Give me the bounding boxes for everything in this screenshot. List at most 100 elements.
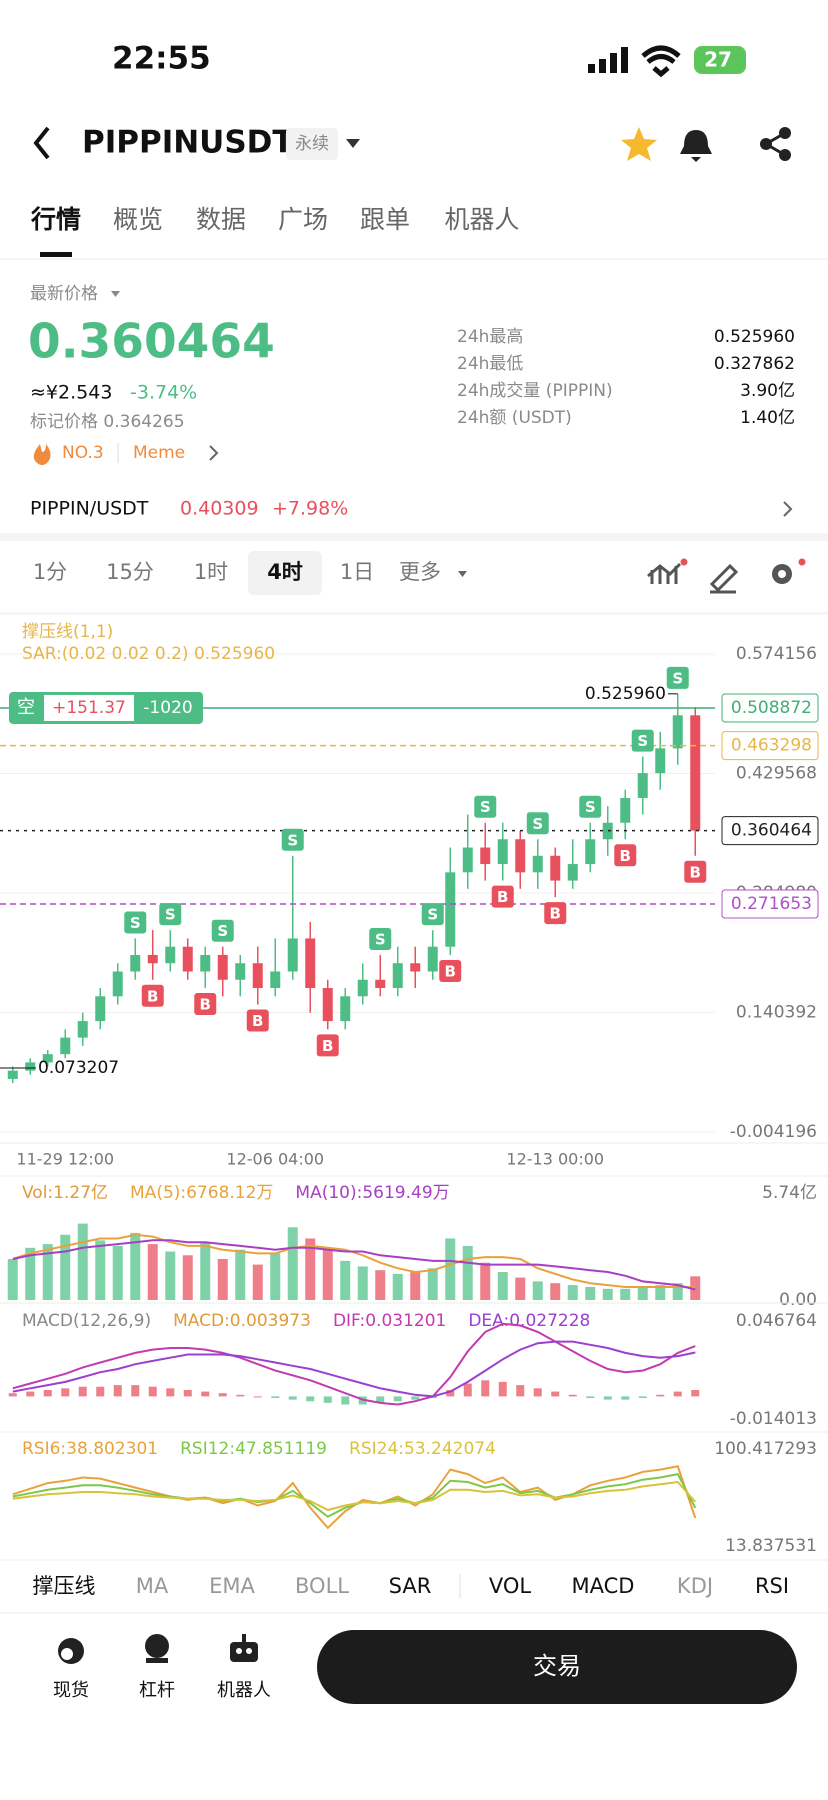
signal-label: S bbox=[637, 732, 648, 750]
volume-bar bbox=[340, 1260, 351, 1300]
volume-bar bbox=[585, 1286, 596, 1300]
y-tick-label: 13.837531 bbox=[725, 1536, 817, 1556]
chart-top bbox=[0, 612, 828, 615]
macd-bar bbox=[131, 1385, 140, 1397]
interval-tab[interactable]: 4时 bbox=[267, 560, 303, 584]
price-line-box bbox=[721, 693, 819, 723]
stat-value: 1.40亿 bbox=[740, 408, 795, 428]
indicator-tab[interactable]: KDJ bbox=[677, 1574, 713, 1598]
candle-body bbox=[637, 773, 648, 798]
candle-body bbox=[235, 963, 246, 980]
symbol-dropdown[interactable] bbox=[346, 139, 360, 148]
signal-badge bbox=[246, 1009, 269, 1032]
candle-body bbox=[497, 839, 508, 865]
signal-badge bbox=[316, 1034, 339, 1057]
indicator-tab[interactable]: BOLL bbox=[295, 1574, 349, 1598]
nav-label[interactable]: 现货 bbox=[53, 1680, 89, 1701]
tab[interactable]: 机器人 bbox=[444, 205, 519, 234]
volume-bar bbox=[217, 1258, 228, 1300]
candle-body bbox=[112, 971, 123, 997]
indicator-tab[interactable]: MA bbox=[136, 1574, 169, 1598]
volume-bar bbox=[322, 1247, 333, 1300]
macd-bar bbox=[603, 1396, 612, 1400]
macd-bar bbox=[306, 1396, 315, 1402]
macd-bar bbox=[183, 1389, 192, 1397]
volume-bar bbox=[497, 1272, 508, 1300]
indicator-tab[interactable]: MACD bbox=[572, 1574, 635, 1598]
y-tick-label: 0.046764 bbox=[736, 1311, 817, 1331]
legend-text: MA(10):5619.49万 bbox=[295, 1183, 449, 1203]
legend-text: SAR:(0.02 0.02 0.2) 0.525960 bbox=[22, 644, 275, 664]
chart-type-button[interactable] bbox=[647, 558, 688, 585]
candle-body bbox=[585, 839, 596, 865]
volume-bar bbox=[462, 1245, 473, 1300]
legend-text: RSI24:53.242074 bbox=[349, 1439, 496, 1459]
nav-label[interactable]: 机器人 bbox=[217, 1680, 271, 1701]
tab[interactable]: 广场 bbox=[278, 205, 328, 234]
spot-arrow[interactable] bbox=[783, 501, 793, 517]
stat-value: 0.327862 bbox=[714, 354, 795, 374]
macd-bar bbox=[323, 1396, 332, 1403]
macd-bar bbox=[673, 1391, 682, 1397]
price-dropdown[interactable] bbox=[111, 291, 120, 297]
settings-button[interactable] bbox=[772, 558, 806, 585]
macd-bar bbox=[516, 1385, 525, 1397]
interval-tab[interactable]: 1日 bbox=[340, 560, 374, 584]
signal-badge bbox=[211, 919, 234, 942]
volume-bar bbox=[532, 1281, 543, 1300]
signal-label: S bbox=[480, 798, 491, 816]
status-time: 22:55 bbox=[112, 41, 211, 77]
stat-value: 3.90亿 bbox=[740, 381, 795, 401]
macd-bar bbox=[78, 1386, 87, 1397]
macd-bar bbox=[96, 1386, 105, 1397]
trade-label: 交易 bbox=[533, 1652, 581, 1680]
signal-label: S bbox=[165, 906, 176, 924]
nav-label[interactable]: 杠杆 bbox=[139, 1680, 175, 1701]
volume-bar bbox=[270, 1253, 281, 1300]
draw-button[interactable] bbox=[709, 563, 739, 594]
legend-text: 撑压线(1,1) bbox=[22, 622, 113, 642]
favorite-button[interactable] bbox=[621, 127, 657, 161]
signal-label: S bbox=[585, 798, 596, 816]
candle-body bbox=[165, 946, 176, 964]
candle-body bbox=[42, 1054, 53, 1063]
indicator-tab[interactable]: VOL bbox=[489, 1574, 532, 1598]
interval-tab[interactable]: 更多 bbox=[399, 560, 441, 584]
signal-icon bbox=[588, 47, 628, 73]
macd-bar bbox=[691, 1389, 700, 1397]
candle-body bbox=[550, 855, 561, 881]
signal-label: B bbox=[550, 905, 561, 923]
tab[interactable]: 概览 bbox=[113, 205, 163, 234]
interval-tab[interactable]: 15分 bbox=[106, 560, 154, 584]
candle-body bbox=[655, 748, 666, 774]
tab[interactable]: 行情 bbox=[30, 205, 81, 234]
signal-label: S bbox=[427, 906, 438, 924]
legend-text: MACD:0.003973 bbox=[173, 1311, 311, 1331]
tab[interactable]: 跟单 bbox=[360, 205, 410, 234]
volume-bar bbox=[95, 1240, 106, 1300]
indicator-tab[interactable]: EMA bbox=[209, 1574, 255, 1598]
volume-bar bbox=[252, 1264, 263, 1300]
interval-tab[interactable]: 1时 bbox=[194, 560, 228, 584]
signal-badge bbox=[631, 729, 654, 752]
indicator-tab[interactable]: 撑压线 bbox=[33, 1574, 96, 1598]
symbol: PIPPINUSDT bbox=[82, 125, 294, 161]
position-qty: -1020 bbox=[143, 698, 192, 718]
indicator-tab[interactable]: RSI bbox=[755, 1574, 789, 1598]
candle-body bbox=[357, 979, 368, 997]
price-line-label: 0.463298 bbox=[731, 736, 812, 756]
tab[interactable]: 数据 bbox=[196, 205, 246, 234]
alert-button[interactable] bbox=[680, 130, 712, 162]
more-dropdown[interactable] bbox=[458, 571, 467, 577]
back-button[interactable] bbox=[33, 126, 50, 160]
trade-button[interactable] bbox=[317, 1630, 797, 1704]
volume-bar bbox=[655, 1285, 666, 1300]
tag-arrow[interactable] bbox=[209, 445, 219, 461]
macd-bar bbox=[586, 1396, 595, 1399]
indicator-tab[interactable]: SAR bbox=[389, 1574, 432, 1598]
indicator-line bbox=[12, 1480, 697, 1512]
candle-body bbox=[620, 797, 631, 823]
volume-bar bbox=[357, 1266, 368, 1300]
interval-tab[interactable]: 1分 bbox=[33, 560, 67, 584]
share-button[interactable] bbox=[760, 127, 791, 161]
